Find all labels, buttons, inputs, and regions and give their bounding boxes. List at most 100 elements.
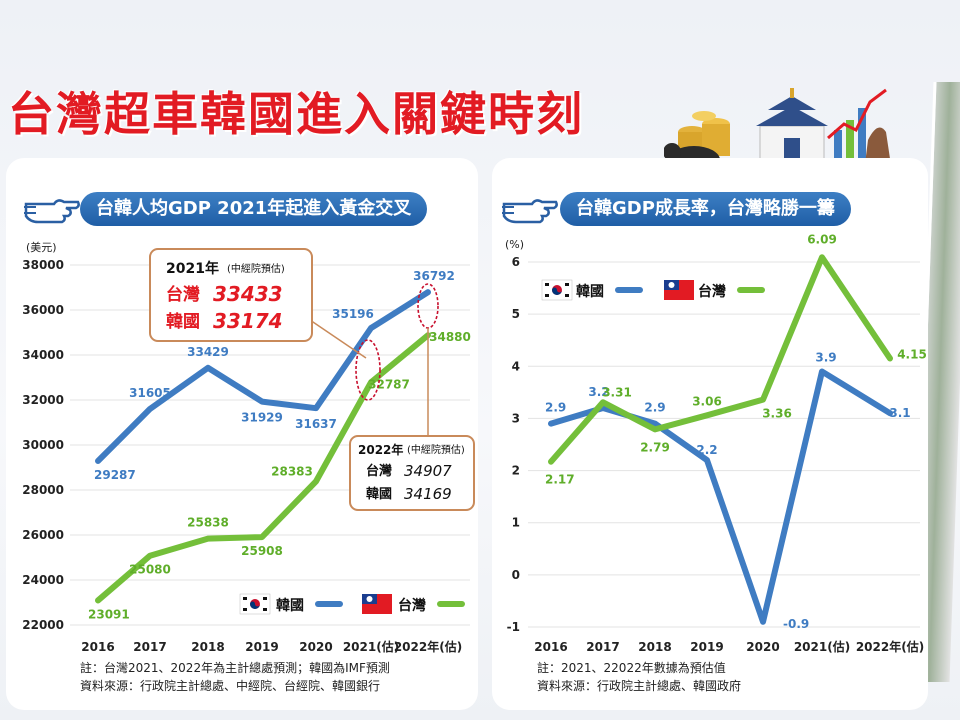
left-y-tick-label: 26000 bbox=[22, 528, 64, 542]
callout-2021-head: 2021年 bbox=[166, 260, 219, 277]
decorative-illustration bbox=[664, 88, 892, 178]
left-x-tick-label: 2022年(估) bbox=[394, 639, 462, 654]
taiwan-gdp-data-label: 25908 bbox=[241, 544, 283, 558]
callout-2021-kr-value: 33174 bbox=[213, 309, 283, 333]
left-y-tick-label: 32000 bbox=[22, 393, 64, 407]
right-source: 資料來源：行政院主計總處、韓國政府 bbox=[537, 679, 742, 693]
callout-2021-tw-value: 33433 bbox=[213, 282, 283, 306]
left-x-tick-label: 2018 bbox=[191, 640, 224, 654]
callout-2021-sub: (中經院預估) bbox=[227, 262, 285, 275]
korea-growth-data-label: 2.2 bbox=[696, 443, 717, 457]
korea-gdp-line bbox=[95, 289, 431, 465]
callout-2022-kr-value: 34169 bbox=[404, 485, 452, 503]
crossover-2021-marker bbox=[355, 339, 381, 401]
left-y-tick-label: 38000 bbox=[22, 258, 64, 272]
taiwan-growth-data-label: 3.06 bbox=[692, 394, 722, 408]
callout-2022-tw-value: 34907 bbox=[404, 462, 452, 480]
right-y-tick-label: 3 bbox=[512, 411, 520, 425]
taiwan-growth-data-label: 3.36 bbox=[762, 407, 792, 421]
callout-2022-box bbox=[349, 435, 475, 511]
callout-2021-box bbox=[149, 248, 313, 342]
right-y-tick-label: 0 bbox=[512, 568, 520, 582]
taiwan-growth-line bbox=[548, 254, 893, 465]
legend-korea-label: 韓國 bbox=[276, 597, 304, 614]
korea-flag-trigram bbox=[263, 608, 267, 611]
legend-korea-label: 韓國 bbox=[576, 283, 604, 300]
left-y-tick-label: 36000 bbox=[22, 303, 64, 317]
right-x-tick-label: 2022年(估) bbox=[856, 639, 924, 654]
korea-flag-trigram bbox=[243, 597, 247, 600]
callout-2021-pointer bbox=[309, 319, 367, 359]
korea-flag-trigram bbox=[263, 597, 267, 600]
korea-gdp-data-label: 35196 bbox=[332, 307, 374, 321]
taiwan-gdp-data-label: 32787 bbox=[368, 377, 410, 391]
right-x-tick-label: 2018 bbox=[638, 640, 671, 654]
right-note: 註：2021、22022年數據為預估值 bbox=[537, 661, 726, 675]
left-note: 註：台灣2021、2022年為主計總處預測；韓國為IMF預測 bbox=[80, 661, 390, 675]
left-source: 資料來源：行政院主計總處、中經院、台經院、韓國銀行 bbox=[80, 679, 381, 693]
legend-taiwan-label: 台灣 bbox=[698, 283, 726, 300]
right-x-tick-label: 2020 bbox=[746, 640, 779, 654]
taiwan-growth-data-label: 4.15 bbox=[897, 347, 927, 361]
korea-growth-data-label: 2.9 bbox=[545, 401, 566, 415]
callout-2021-kr-label: 韓國 bbox=[166, 311, 200, 332]
left-y-tick-label: 24000 bbox=[22, 573, 64, 587]
right-y-tick-label: -1 bbox=[507, 620, 520, 634]
right-panel bbox=[492, 158, 928, 710]
left-y-tick-label: 22000 bbox=[22, 618, 64, 632]
left-x-tick-label: 2019 bbox=[245, 640, 278, 654]
right-y-tick-label: 5 bbox=[512, 307, 520, 321]
korea-gdp-data-label: 31605 bbox=[129, 386, 171, 400]
taiwan-growth-data-label: 3.31 bbox=[602, 385, 632, 399]
callout-2022-sub: (中經院預估) bbox=[407, 443, 465, 456]
taiwan-gdp-data-label: 23091 bbox=[88, 607, 130, 621]
callout-2022-head: 2022年 bbox=[358, 442, 403, 457]
taiwan-gdp-data-label: 34880 bbox=[429, 330, 471, 344]
callout-2022-kr-label: 韓國 bbox=[366, 486, 392, 502]
left-y-unit: (美元) bbox=[26, 241, 57, 254]
left-x-tick-label: 2020 bbox=[299, 640, 332, 654]
korea-gdp-data-label: 29287 bbox=[94, 468, 136, 482]
left-y-tick-label: 30000 bbox=[22, 438, 64, 452]
left-chart-title: 台韓人均GDP 2021年起進入黃金交叉 bbox=[80, 192, 428, 226]
korea-growth-data-label: -0.9 bbox=[783, 617, 809, 631]
left-y-tick-label: 28000 bbox=[22, 483, 64, 497]
korea-growth-data-label: 3.1 bbox=[889, 406, 910, 420]
headline: 台灣超車韓國進入關鍵時刻 bbox=[8, 87, 584, 141]
taiwan-gdp-data-label: 25838 bbox=[187, 516, 229, 530]
korea-gdp-data-label: 33429 bbox=[187, 345, 229, 359]
taiwan-growth-data-label: 2.17 bbox=[545, 473, 575, 487]
right-y-tick-label: 6 bbox=[512, 255, 520, 269]
right-y-tick-label: 4 bbox=[512, 359, 520, 373]
korea-flag-trigram bbox=[565, 283, 569, 286]
taiwan-gdp-data-label: 25080 bbox=[129, 563, 171, 577]
callout-2021-tw-label: 台灣 bbox=[166, 284, 200, 305]
right-x-tick-label: 2021(估) bbox=[794, 639, 850, 654]
korea-growth-data-label: 3.2 bbox=[588, 385, 609, 399]
left-y-tick-label: 34000 bbox=[22, 348, 64, 362]
taiwan-flag-sun bbox=[366, 596, 373, 602]
callout-2022-tw-label: 台灣 bbox=[366, 463, 392, 479]
korea-flag-trigram bbox=[243, 608, 247, 611]
right-x-tick-label: 2017 bbox=[586, 640, 619, 654]
right-y-tick-label: 2 bbox=[512, 464, 520, 478]
right-x-tick-label: 2019 bbox=[690, 640, 723, 654]
korea-growth-line bbox=[548, 368, 893, 625]
taiwan-gdp-line bbox=[95, 332, 431, 604]
taiwan-growth-data-label: 6.09 bbox=[807, 232, 837, 246]
left-x-tick-label: 2017 bbox=[133, 640, 166, 654]
taiwan-gdp-data-label: 28383 bbox=[271, 464, 313, 478]
korea-flag-trigram bbox=[565, 294, 569, 297]
korea-gdp-data-label: 31637 bbox=[295, 417, 337, 431]
right-chart-title: 台韓GDP成長率，台灣略勝一籌 bbox=[560, 192, 851, 226]
legend-taiwan-label: 台灣 bbox=[398, 597, 426, 614]
korea-growth-data-label: 2.9 bbox=[644, 401, 665, 415]
right-y-tick-label: 1 bbox=[512, 516, 520, 530]
korea-flag-emblem bbox=[250, 601, 260, 609]
right-x-tick-label: 2016 bbox=[534, 640, 567, 654]
taiwan-flag-sun bbox=[668, 282, 675, 288]
korea-gdp-data-label: 31929 bbox=[241, 411, 283, 425]
korea-flag-trigram bbox=[545, 294, 549, 297]
korea-growth-data-label: 3.9 bbox=[815, 351, 836, 365]
